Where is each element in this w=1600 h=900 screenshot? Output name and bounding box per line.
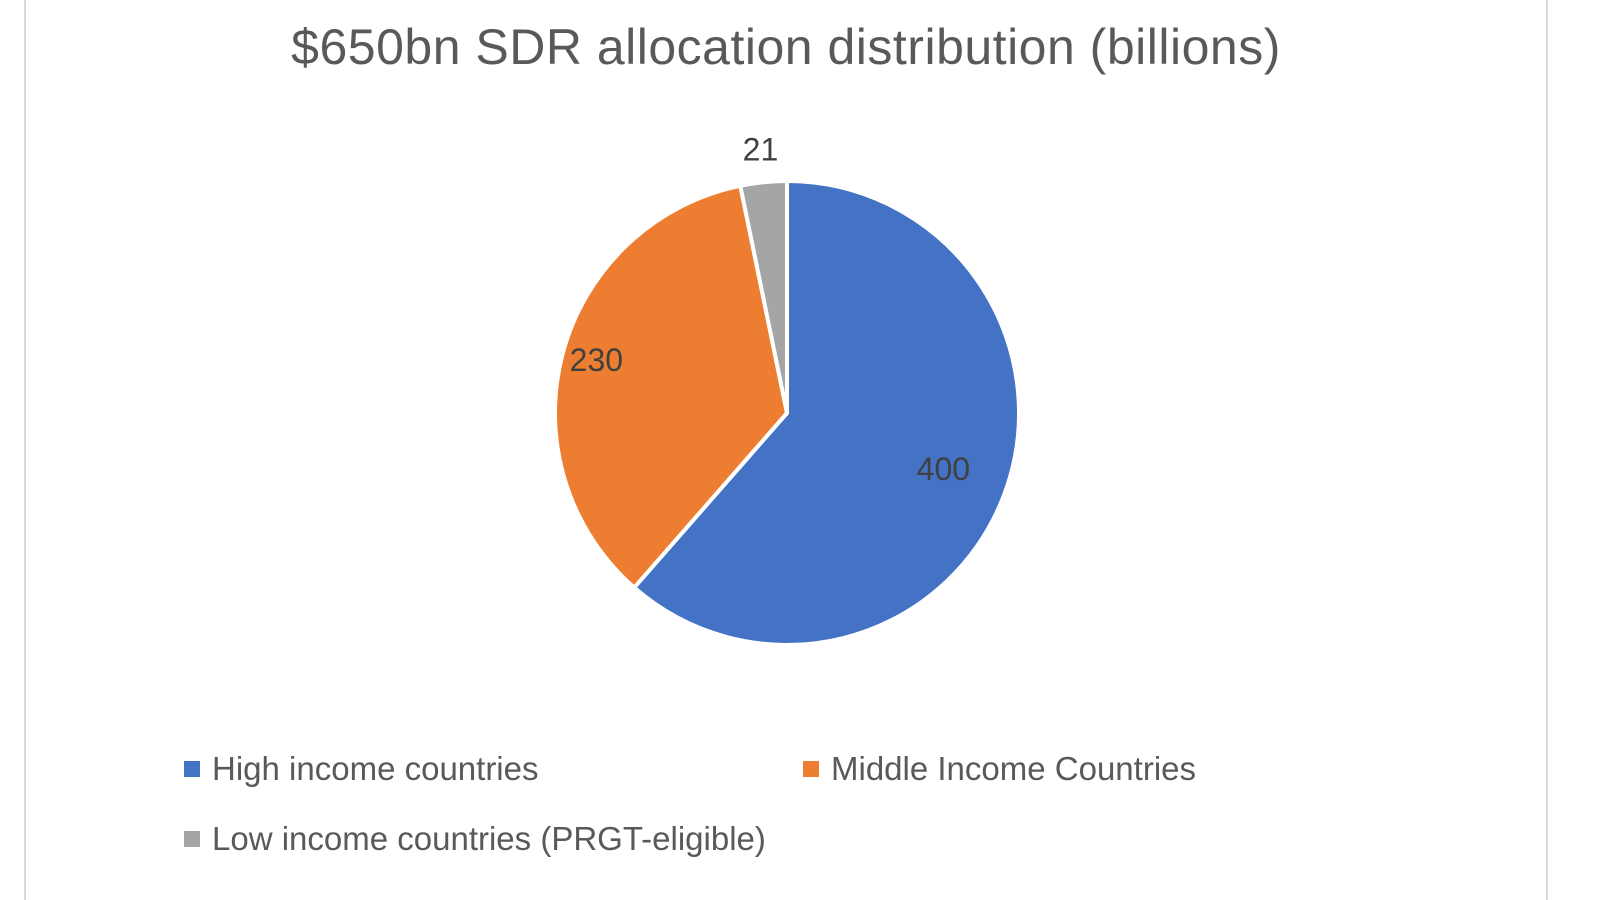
pie-data-labels: 400 230 21 — [570, 132, 970, 488]
legend-item-low-income[interactable]: Low income countries (PRGT-eligible) — [184, 820, 766, 858]
legend-swatch-high-income — [184, 761, 200, 777]
pie-slice-middle-income[interactable] — [553, 183, 789, 590]
pie-slice-low-income[interactable] — [738, 179, 789, 415]
legend-item-middle-income[interactable]: Middle Income Countries — [803, 750, 1196, 788]
pie-slice-high-income[interactable] — [632, 179, 1021, 647]
chart-title: $650bn SDR allocation distribution (bill… — [291, 19, 1281, 75]
data-label-high-income: 400 — [917, 451, 970, 487]
data-label-low-income: 21 — [743, 132, 779, 168]
legend-item-high-income[interactable]: High income countries — [184, 750, 539, 788]
legend-label-high-income: High income countries — [212, 750, 539, 787]
legend-label-low-income: Low income countries (PRGT-eligible) — [212, 820, 766, 857]
legend-label-middle-income: Middle Income Countries — [831, 750, 1196, 787]
legend-swatch-middle-income — [803, 761, 819, 777]
legend-swatch-low-income — [184, 831, 200, 847]
data-label-middle-income: 230 — [570, 342, 623, 378]
pie-slices — [553, 179, 1021, 647]
